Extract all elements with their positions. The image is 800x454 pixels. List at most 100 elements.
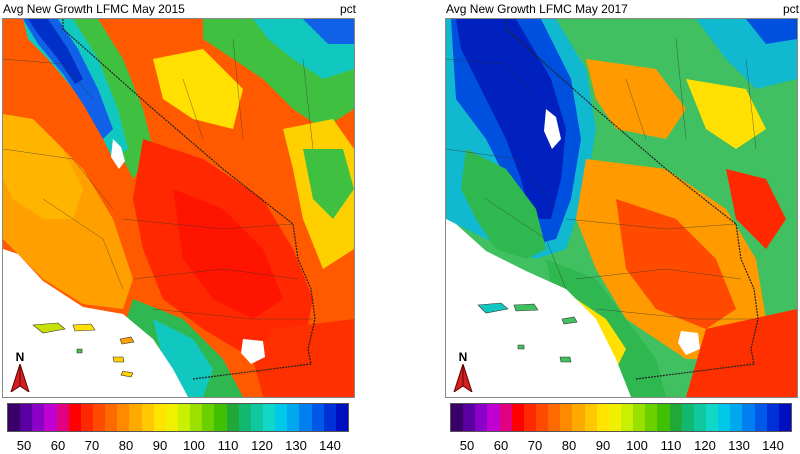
map-region — [586, 59, 686, 139]
legend-swatch — [766, 404, 779, 431]
legend-tick-label: 90 — [595, 438, 611, 453]
legend-swatch — [718, 404, 731, 431]
legend-swatch — [262, 404, 276, 431]
legend-tick-label: 90 — [152, 438, 168, 453]
map-region — [153, 319, 213, 397]
map-panel-2017: Avg New Growth LFMC May 2017 pct — [443, 0, 799, 454]
legend-tick-label: 140 — [319, 438, 341, 453]
island — [559, 356, 572, 363]
legend-swatch — [214, 404, 227, 431]
island — [32, 322, 66, 334]
legend-swatch — [275, 404, 288, 431]
legend-swatch — [523, 404, 536, 431]
legend-tick-label: 80 — [118, 438, 134, 453]
no-data-patch — [111, 139, 125, 169]
legend-swatch — [633, 404, 646, 431]
no-data-patch — [678, 331, 700, 355]
legend-tick-label: 130 — [728, 438, 750, 453]
legend-tick-label: 50 — [16, 438, 32, 453]
map-title: Avg New Growth LFMC May 2017 — [446, 2, 628, 16]
legend-tick-label: 120 — [694, 438, 716, 453]
legend-swatch — [80, 404, 93, 431]
state-border — [62, 19, 316, 380]
legend-swatch — [311, 404, 324, 431]
legend-swatch — [560, 404, 573, 431]
map-region — [3, 114, 83, 219]
legend-swatch — [754, 404, 767, 431]
legend-swatch — [499, 404, 512, 431]
ocean-area — [3, 249, 188, 397]
lfmc-map — [2, 18, 355, 398]
legend-tick-label: 100 — [183, 438, 205, 453]
legend-swatch — [645, 404, 658, 431]
legend-swatch — [56, 404, 69, 431]
map-region — [253, 319, 354, 397]
legend-swatch — [117, 404, 130, 431]
north-arrow-icon — [453, 364, 473, 392]
legend-ticks: 50 60 70 80 90 100 110 120 130 140 — [7, 438, 347, 454]
legend-swatch — [681, 404, 694, 431]
legend-swatch — [730, 404, 743, 431]
legend-tick-label: 60 — [493, 438, 509, 453]
map-region — [746, 19, 797, 44]
map-region — [616, 199, 736, 329]
unit-label: pct — [782, 2, 799, 16]
lfmc-map-graphic — [3, 19, 354, 397]
map-panel-2015: Avg New Growth LFMC May 2015 pct — [0, 0, 356, 454]
north-arrow: N — [451, 350, 475, 394]
legend-swatch — [250, 404, 263, 431]
legend-swatch — [535, 404, 549, 431]
county-lines — [3, 38, 314, 320]
legend-swatch — [165, 404, 178, 431]
legend-swatch — [487, 404, 500, 431]
legend-swatch — [129, 404, 142, 431]
legend-swatch — [323, 404, 336, 431]
legend-swatch — [44, 404, 57, 431]
lfmc-map — [445, 18, 798, 398]
county-lines — [446, 38, 757, 320]
map-region — [461, 149, 546, 259]
legend-swatch — [657, 404, 670, 431]
island — [477, 302, 509, 314]
legend-swatch — [153, 404, 166, 431]
legend-swatch — [68, 404, 81, 431]
legend-tick-label: 80 — [561, 438, 577, 453]
legend-swatch — [620, 404, 634, 431]
north-arrow: N — [8, 350, 32, 394]
no-data-patch — [544, 109, 561, 149]
legend-swatch — [226, 404, 239, 431]
map-region — [303, 19, 354, 44]
state-border — [505, 19, 759, 380]
island — [112, 356, 125, 363]
legend-swatch — [190, 404, 203, 431]
island — [513, 303, 539, 312]
legend-swatch — [778, 404, 791, 431]
no-data-patch — [241, 339, 265, 364]
map-region — [23, 19, 113, 139]
legend-swatch — [742, 404, 755, 431]
legend-swatch — [105, 404, 118, 431]
legend-swatch — [141, 404, 154, 431]
map-title: Avg New Growth LFMC May 2015 — [3, 2, 185, 16]
island — [120, 370, 134, 378]
legend-tick-label: 70 — [527, 438, 543, 453]
legend-swatch — [451, 404, 464, 431]
legend-swatch — [475, 404, 488, 431]
island — [517, 344, 525, 350]
lfmc-map-graphic — [446, 19, 797, 397]
legend-swatch — [287, 404, 300, 431]
legend-swatch — [238, 404, 251, 431]
legend-swatch — [511, 404, 524, 431]
legend-tick-label: 50 — [459, 438, 475, 453]
legend-tick-label: 100 — [626, 438, 648, 453]
north-label: N — [15, 350, 25, 364]
legend-swatch — [669, 404, 682, 431]
island — [561, 316, 578, 325]
legend-swatch — [548, 404, 561, 431]
legend-swatch — [92, 404, 106, 431]
north-label: N — [458, 350, 468, 364]
legend-swatch — [8, 404, 21, 431]
legend-tick-label: 70 — [84, 438, 100, 453]
legend-tick-label: 120 — [251, 438, 273, 453]
legend-swatch — [202, 404, 215, 431]
